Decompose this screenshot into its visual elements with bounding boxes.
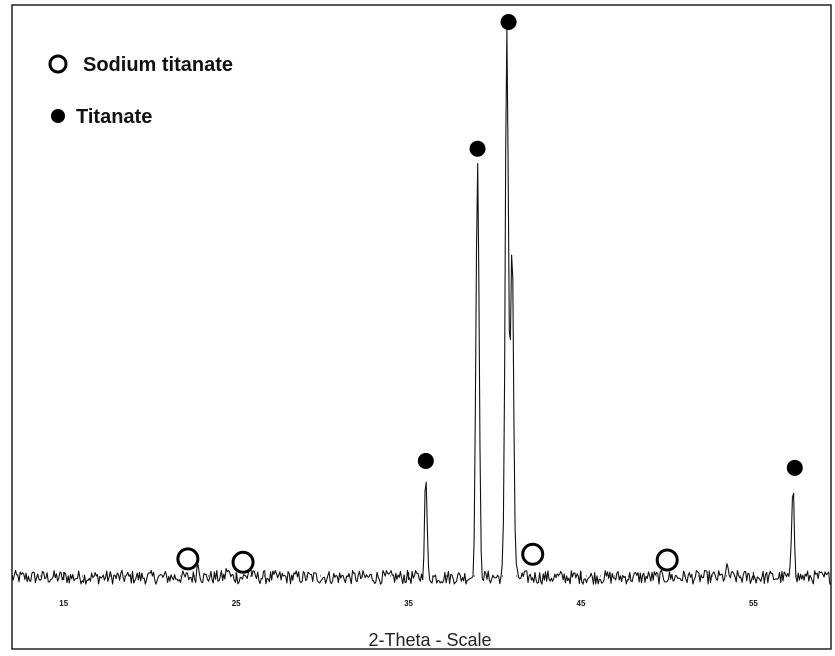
legend-label-titanate: Titanate (76, 106, 152, 128)
titanate-marker (417, 452, 434, 469)
legend-label-sodium-titanate: Sodium titanate (83, 54, 233, 76)
plot-frame (11, 4, 832, 650)
xrd-pattern-line (11, 28, 832, 585)
x-tick-label: 35 (404, 599, 413, 608)
titanate-marker (469, 140, 486, 157)
sodium-titanate-marker (176, 547, 200, 571)
titanate-marker (500, 14, 517, 30)
titanate-marker (786, 459, 803, 476)
peak-markers (176, 14, 803, 574)
sodium-titanate-marker (521, 542, 545, 566)
x-tick-label: 55 (749, 599, 758, 608)
x-axis-title: 2-Theta - Scale (368, 630, 491, 650)
series-layer (11, 28, 832, 585)
x-tick-label: 45 (577, 599, 586, 608)
sodium-titanate-marker (231, 550, 255, 574)
legend-open-circle-icon (48, 54, 68, 74)
legend: Sodium titanate Titanate (48, 54, 233, 128)
legend-filled-circle-icon (51, 109, 65, 123)
sodium-titanate-marker (655, 548, 679, 572)
x-tick-label: 25 (232, 599, 241, 608)
x-tick-label: 15 (59, 599, 68, 608)
